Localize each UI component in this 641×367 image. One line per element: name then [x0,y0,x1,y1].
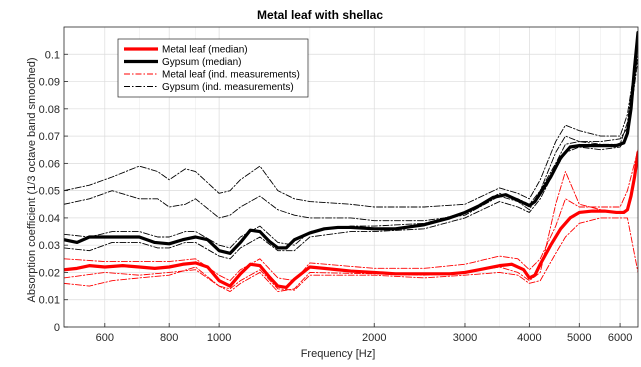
x-tick-label: 800 [160,332,178,344]
series-line-5 [64,45,638,208]
y-axis-label: Absorption coefficient (1/3 octave band … [26,57,38,302]
y-tick-label: 0.02 [39,267,60,279]
y-tick-label: 0 [54,322,60,334]
y-tick-label: 0.01 [39,295,60,307]
series-line-3 [64,217,638,291]
series-layer [64,30,638,292]
x-tick-label: 600 [96,332,114,344]
series-line-0 [64,150,638,290]
x-tick-label: 2000 [362,332,386,344]
series-line-6 [64,40,638,222]
x-axis-ticks: 600 800 1000 2000 3000 4000 5000 6000 [96,323,632,344]
x-tick-label: 3000 [453,332,477,344]
series-line-2 [64,149,638,282]
x-tick-label: 4000 [517,332,541,344]
x-tick-label: 5000 [567,332,591,344]
x-tick-label: 6000 [608,332,632,344]
legend-label: Metal leaf (ind. measurements) [162,70,300,81]
axes-frame [63,26,639,328]
series-line-8 [64,59,638,260]
y-tick-label: 0.08 [39,104,60,116]
y-tick-label: 0.06 [39,158,60,170]
y-tick-label: 0.05 [39,186,60,198]
x-axis-label: Frequency [Hz] [301,348,376,360]
series-line-1 [64,30,638,255]
x-tick-label: 1000 [207,332,231,344]
y-tick-label: 0.04 [39,213,60,225]
y-tick-label: 0.1 [45,49,60,61]
legend-label: Gypsum (median) [162,57,241,68]
legend-label: Metal leaf (median) [162,45,248,56]
legend-label: Gypsum (ind. measurements) [162,82,294,93]
y-tick-label: 0.07 [39,131,60,143]
y-tick-label: 0.03 [39,240,60,252]
chart-title: Metal leaf with shellac [257,8,383,22]
y-axis-ticks: 0 0.01 0.02 0.03 0.04 0.05 0.06 0.07 0.08 0.09 0.1 [39,49,68,334]
y-tick-label: 0.09 [39,77,60,89]
legend: Metal leaf (median)Gypsum (median) Metal … [117,38,309,98]
